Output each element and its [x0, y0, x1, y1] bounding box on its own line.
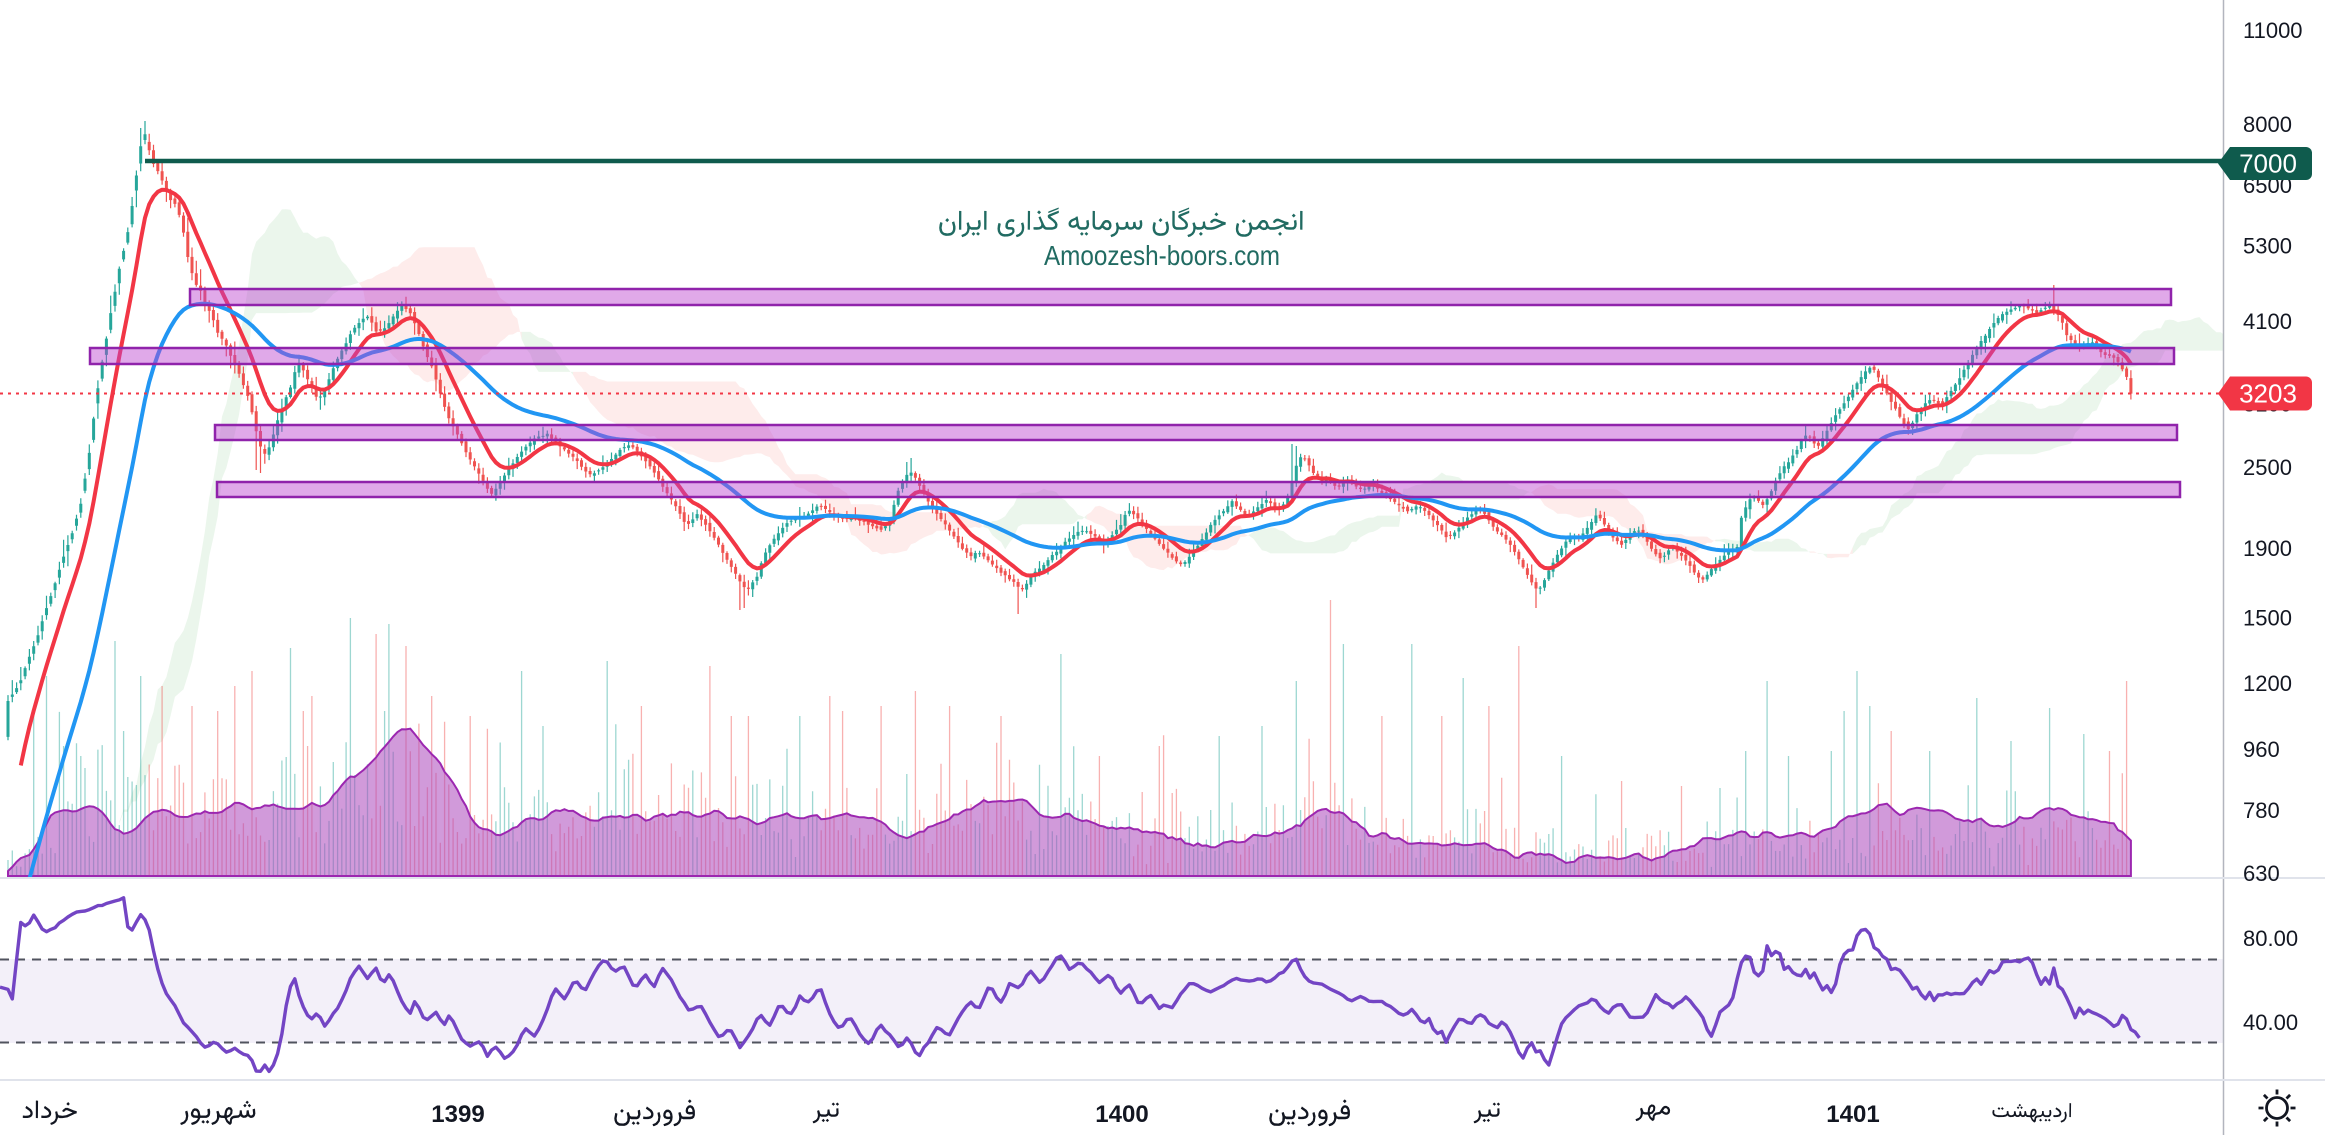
- svg-text:1200: 1200: [2243, 671, 2292, 696]
- svg-text:80.00: 80.00: [2243, 926, 2298, 951]
- svg-text:780: 780: [2243, 798, 2280, 823]
- svg-text:8000: 8000: [2243, 112, 2292, 137]
- svg-text:1500: 1500: [2243, 606, 2292, 631]
- svg-text:11000: 11000: [2243, 18, 2303, 43]
- svg-text:630: 630: [2243, 861, 2280, 886]
- svg-text:40.00: 40.00: [2243, 1010, 2298, 1035]
- svg-text:7000: 7000: [2239, 149, 2297, 179]
- svg-text:1399: 1399: [431, 1101, 484, 1128]
- svg-text:960: 960: [2243, 737, 2280, 762]
- svg-text:1401: 1401: [1826, 1101, 1879, 1128]
- svg-text:3203: 3203: [2239, 379, 2297, 409]
- svg-text:4100: 4100: [2243, 309, 2292, 334]
- svg-text:Amoozesh-boors.com: Amoozesh-boors.com: [1044, 240, 1280, 271]
- svg-text:1400: 1400: [1095, 1101, 1148, 1128]
- svg-text:1900: 1900: [2243, 536, 2292, 561]
- svg-text:2500: 2500: [2243, 455, 2292, 480]
- svg-text:5300: 5300: [2243, 233, 2292, 258]
